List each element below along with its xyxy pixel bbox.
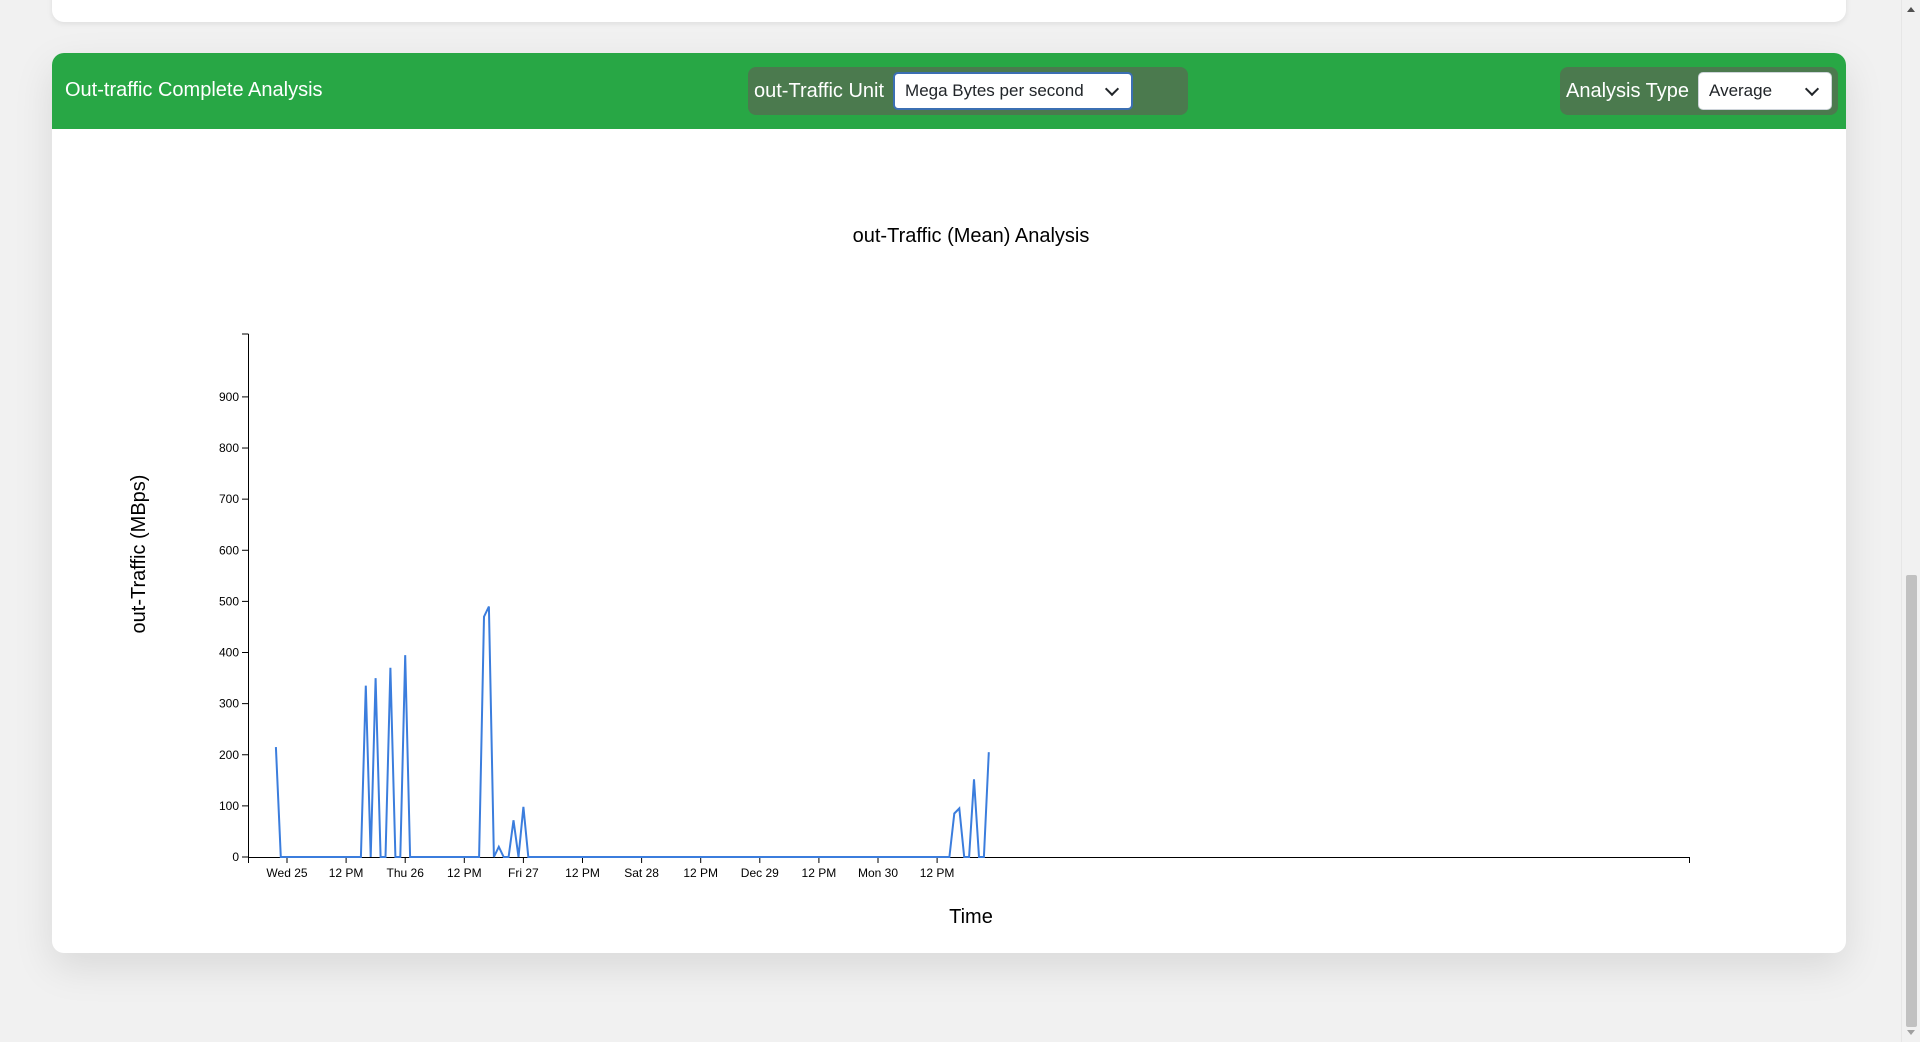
y-tick-label: 600 xyxy=(219,543,239,557)
x-tick-label: Wed 25 xyxy=(266,866,307,880)
x-tick-label: 12 PM xyxy=(802,866,837,880)
y-axis-label: out-Traffic (MBps) xyxy=(128,475,150,634)
chart-area: out-Traffic (Mean) Analysis out-Traffic … xyxy=(52,129,1846,953)
chart-title: out-Traffic (Mean) Analysis xyxy=(853,225,1090,247)
x-axis-label: Time xyxy=(949,906,993,928)
traffic-line-chart: out-Traffic (Mean) Analysis out-Traffic … xyxy=(128,225,1690,928)
previous-card xyxy=(52,0,1846,22)
card-header: Out-traffic Complete Analysis out-Traffi… xyxy=(52,53,1846,129)
analysis-select[interactable]: Average xyxy=(1698,72,1833,110)
unit-control-group: out-Traffic Unit Mega Bytes per second xyxy=(748,67,1188,115)
axes: 0 100 200 300 400 500 600 700 800 900 Wed 25 12 PM T… xyxy=(219,333,1690,880)
y-tick-label: 500 xyxy=(219,594,239,608)
y-tick-label: 0 xyxy=(232,850,239,864)
scroll-up-icon[interactable] xyxy=(1907,7,1915,12)
chevron-down-icon xyxy=(1804,81,1820,97)
x-tick-label: 12 PM xyxy=(447,866,482,880)
chevron-down-icon xyxy=(1104,81,1120,97)
x-tick-label: Dec 29 xyxy=(741,866,779,880)
y-tick-label: 300 xyxy=(219,697,239,711)
x-tick-label: 12 PM xyxy=(920,866,955,880)
analysis-select-value: Average xyxy=(1709,81,1773,100)
unit-select-value: Mega Bytes per second xyxy=(905,81,1084,100)
x-tick-label: Fri 27 xyxy=(508,866,539,880)
y-tick-label: 800 xyxy=(219,441,239,455)
y-tick-label: 400 xyxy=(219,646,239,660)
x-tick-label: Thu 26 xyxy=(387,866,425,880)
scroll-down-icon[interactable] xyxy=(1907,1030,1915,1035)
scrollbar-thumb[interactable] xyxy=(1906,575,1917,1027)
y-tick-label: 900 xyxy=(219,390,239,404)
out-traffic-card: Out-traffic Complete Analysis out-Traffi… xyxy=(52,53,1846,953)
analysis-control-group: Analysis Type Average xyxy=(1560,67,1838,115)
y-tick-label: 700 xyxy=(219,492,239,506)
analysis-label: Analysis Type xyxy=(1566,79,1690,102)
x-tick-label: Sat 28 xyxy=(624,866,659,880)
unit-label: out-Traffic Unit xyxy=(754,79,885,102)
plot-area xyxy=(274,606,990,858)
y-tick-label: 100 xyxy=(219,799,239,813)
series-line xyxy=(274,606,990,858)
x-tick-label: 12 PM xyxy=(329,866,364,880)
x-tick-label: Mon 30 xyxy=(858,866,898,880)
page-scrollbar[interactable] xyxy=(1901,0,1920,1042)
y-tick-label: 200 xyxy=(219,748,239,762)
unit-select[interactable]: Mega Bytes per second xyxy=(893,72,1134,110)
x-tick-label: 12 PM xyxy=(565,866,600,880)
x-tick-label: 12 PM xyxy=(683,866,718,880)
card-title: Out-traffic Complete Analysis xyxy=(65,79,323,101)
